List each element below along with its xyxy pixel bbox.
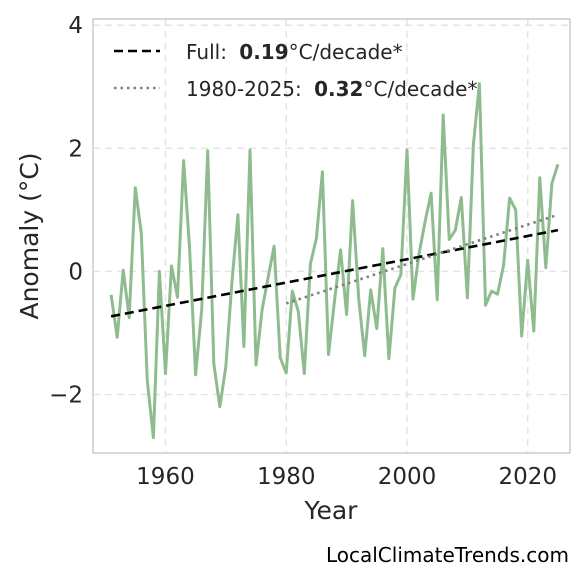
legend-full-value: 0.19 <box>239 40 288 64</box>
legend-recent-label: 1980-2025: <box>186 77 302 101</box>
anomaly-series-line <box>109 82 560 440</box>
series-layer <box>109 82 560 440</box>
watermark: LocalClimateTrends.com <box>325 543 569 567</box>
trend-line-full <box>110 228 559 318</box>
y-tick-labels: −2 0 2 4 <box>49 13 83 408</box>
x-tick-label: 1960 <box>136 464 195 490</box>
legend-recent-value: 0.32 <box>314 77 363 101</box>
trend-line-recent <box>285 213 559 305</box>
legend-full-unit: °C/decade* <box>289 40 403 64</box>
plot-frame <box>92 18 571 454</box>
x-axis-label: Year <box>304 496 359 525</box>
legend-recent-unit: °C/decade* <box>363 77 477 101</box>
legend-full-label: Full: <box>186 40 227 64</box>
y-tick-label: 2 <box>68 136 83 162</box>
x-tick-label: 2020 <box>498 464 557 490</box>
x-tick-labels: 1960 1980 2000 2020 <box>136 464 557 490</box>
y-tick-label: 0 <box>68 259 83 285</box>
y-axis-label: Anomaly (°C) <box>15 152 44 319</box>
legend: Full: 0.19°C/decade* 1980-2025: 0.32°C/d… <box>114 40 477 101</box>
legend-recent-text: 1980-2025: 0.32°C/decade* <box>186 77 477 101</box>
y-tick-label: 4 <box>68 13 83 39</box>
y-tick-label: −2 <box>49 383 83 409</box>
x-tick-label: 1980 <box>257 464 316 490</box>
legend-full-text: Full: 0.19°C/decade* <box>186 40 403 64</box>
trend-layer <box>110 213 559 318</box>
x-tick-label: 2000 <box>378 464 437 490</box>
